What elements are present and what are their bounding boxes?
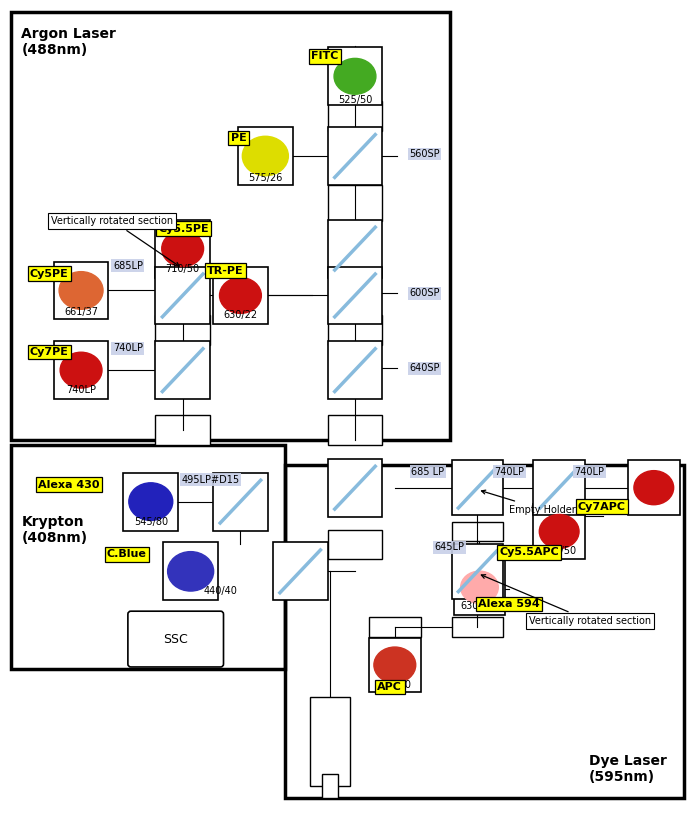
Text: APC: APC [377, 682, 402, 692]
Text: 640SP: 640SP [410, 363, 440, 373]
Text: 740LP: 740LP [66, 385, 96, 395]
Bar [155, 220, 210, 278]
Ellipse shape [59, 271, 103, 309]
Text: Dye Laser
(595nm): Dye Laser (595nm) [589, 754, 667, 784]
Text: Krypton
(408nm): Krypton (408nm) [21, 514, 88, 544]
Text: 645LP: 645LP [435, 543, 465, 553]
Text: SSC: SSC [163, 632, 188, 645]
Ellipse shape [334, 59, 376, 95]
Bar [328, 341, 382, 399]
Text: FITC: FITC [312, 51, 339, 61]
Bar [328, 415, 382, 445]
Text: Cy7APC: Cy7APC [578, 501, 626, 512]
Bar [328, 459, 382, 517]
Bar [328, 220, 382, 278]
Text: 740LP: 740LP [574, 467, 604, 477]
Text: 525/50: 525/50 [338, 95, 372, 105]
Ellipse shape [167, 552, 214, 591]
Text: 740LP: 740LP [494, 467, 524, 477]
Ellipse shape [129, 482, 173, 521]
Text: 685LP: 685LP [113, 261, 143, 271]
Bar [328, 530, 382, 559]
Bar [328, 127, 382, 185]
Bar [452, 617, 503, 637]
Text: 685 LP: 685 LP [411, 467, 444, 477]
Text: 560SP: 560SP [410, 149, 440, 159]
Ellipse shape [220, 278, 261, 314]
Bar [369, 637, 421, 693]
Ellipse shape [242, 136, 288, 176]
Text: Cy5.5PE: Cy5.5PE [158, 223, 209, 234]
FancyBboxPatch shape [128, 611, 223, 667]
Bar [454, 560, 505, 615]
Text: Cy5.5APC: Cy5.5APC [499, 548, 559, 557]
Bar [328, 315, 382, 346]
Text: Empty Holder: Empty Holder [482, 490, 576, 514]
Bar [328, 101, 382, 131]
Bar [11, 445, 286, 669]
Bar [163, 543, 218, 600]
Text: 661/37: 661/37 [64, 307, 98, 317]
Text: 740LP: 740LP [113, 343, 143, 353]
Bar [310, 697, 350, 786]
Text: Alexa 430: Alexa 430 [38, 480, 100, 490]
Bar [213, 473, 268, 531]
Text: 630/22: 630/22 [223, 311, 258, 320]
Bar [286, 465, 684, 799]
Bar [123, 473, 178, 531]
Bar [628, 460, 680, 515]
Bar [54, 262, 108, 319]
Text: Vertically rotated section: Vertically rotated section [51, 216, 179, 267]
Bar [452, 522, 503, 541]
Text: 660/20: 660/20 [378, 680, 412, 689]
Bar [54, 341, 108, 399]
Bar [155, 315, 210, 346]
Text: 440/40: 440/40 [204, 586, 237, 597]
Text: Cy7PE: Cy7PE [30, 347, 69, 357]
Text: 575/26: 575/26 [248, 173, 283, 183]
Ellipse shape [634, 470, 673, 504]
Text: Cy5PE: Cy5PE [30, 268, 69, 279]
Bar [533, 504, 585, 559]
Ellipse shape [539, 514, 579, 548]
Text: TR-PE: TR-PE [207, 266, 244, 275]
Bar [322, 773, 338, 799]
Text: 495LP#D15: 495LP#D15 [181, 474, 239, 485]
Bar [328, 267, 382, 324]
Bar [369, 617, 421, 637]
Ellipse shape [374, 647, 416, 683]
Bar [452, 460, 503, 515]
Bar [155, 341, 210, 399]
Text: 600SP: 600SP [410, 289, 440, 298]
Bar [155, 415, 210, 445]
Bar [328, 185, 382, 221]
Text: 630/20: 630/20 [461, 601, 494, 611]
Ellipse shape [60, 352, 102, 388]
Text: 545/80: 545/80 [134, 517, 168, 526]
Text: Vertically rotated section: Vertically rotated section [482, 575, 652, 626]
Text: PE: PE [230, 133, 246, 143]
Text: 710/50: 710/50 [542, 546, 576, 557]
Ellipse shape [461, 571, 498, 603]
Bar [328, 47, 382, 105]
Bar [213, 267, 268, 324]
Text: 710/50: 710/50 [166, 263, 200, 274]
Ellipse shape [162, 231, 204, 267]
Bar [238, 127, 293, 185]
Text: Alexa 594: Alexa 594 [479, 599, 540, 610]
Bar [533, 460, 585, 515]
Text: Argon Laser
(488nm): Argon Laser (488nm) [21, 27, 116, 57]
Bar [11, 11, 449, 440]
Bar [273, 543, 328, 600]
Bar [452, 544, 503, 599]
Bar [155, 267, 210, 324]
Text: C.Blue: C.Blue [107, 549, 147, 559]
